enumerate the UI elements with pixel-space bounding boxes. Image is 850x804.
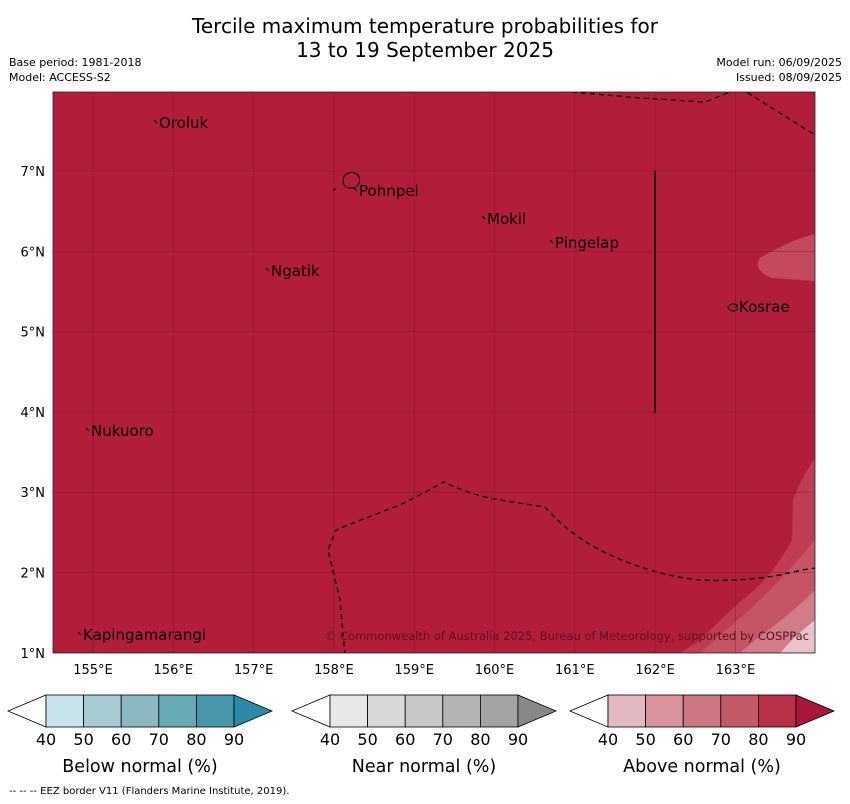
colorbar-tick-label: 80 (470, 730, 490, 749)
colorbar-tick-label: 90 (224, 730, 244, 749)
place-marker (353, 187, 358, 192)
lat-tick-label: 6°N (21, 245, 46, 260)
colorbar-tick-label: 90 (508, 730, 528, 749)
place-label: Kapingamarangi (83, 626, 206, 644)
colorbar-segment (442, 694, 481, 728)
place-label: Kosrae (739, 298, 790, 316)
colorbar-title: Near normal (%) (352, 757, 497, 777)
lon-tick-label: 160°E (475, 663, 515, 678)
colorbar-segment (83, 694, 122, 728)
colorbar-tick-label: 40 (36, 730, 56, 749)
contour-east-upper (757, 234, 815, 281)
lat-tick-label: 5°N (21, 326, 46, 341)
colorbar-extend-high (795, 694, 836, 728)
lat-tick-label: 4°N (21, 406, 46, 421)
colorbar-tick-label: 80 (186, 730, 206, 749)
lon-tick-label: 162°E (635, 663, 675, 678)
place-label: Pingelap (555, 234, 619, 252)
colorbar-segment (682, 694, 722, 728)
map-frame (52, 91, 816, 654)
map-title: Tercile maximum temperature probabilitie… (0, 14, 850, 62)
colorbar-tick-label: 60 (673, 730, 693, 749)
colorbar-extend-low (290, 694, 331, 728)
place-marker (85, 427, 90, 432)
colorbar: 40 50 60 70 80 90 Below normal (%) (6, 694, 274, 777)
colorbar-extend-low (568, 694, 609, 728)
colorbar-tick-label: 70 (149, 730, 169, 749)
colorbar-segment (45, 694, 84, 728)
colorbar: 40 50 60 70 80 90 Above normal (%) (568, 694, 836, 777)
islet-mark (332, 187, 337, 192)
colorbar-tick-label: 90 (786, 730, 806, 749)
colorbar-segment (367, 694, 406, 728)
colorbar-segment (195, 694, 235, 728)
place-marker (153, 119, 158, 124)
title-line-1: Tercile maximum temperature probabilitie… (192, 14, 658, 38)
colorbar-tick-label: 50 (357, 730, 377, 749)
lon-tick-label: 161°E (555, 663, 595, 678)
place-marker (77, 631, 82, 636)
colorbar: 40 50 60 70 80 90 Near normal (%) (290, 694, 558, 777)
colorbar-segment (720, 694, 759, 728)
lon-tick-label: 155°E (73, 663, 113, 678)
colorbar-segment (758, 694, 797, 728)
colorbar-segment (645, 694, 684, 728)
forecast-map: Oroluk Pohnpei Mokil Pingelap Ngatik Kosrae Nu… (6, 91, 836, 777)
place-label: Nukuoro (91, 422, 154, 440)
colorbar-tick-label: 50 (73, 730, 93, 749)
colorbar-extend-high (233, 694, 274, 728)
lon-tick-label: 159°E (394, 663, 434, 678)
colorbar-segment (479, 694, 519, 728)
pohnpei-island (342, 171, 361, 189)
lat-tick-label: 3°N (21, 486, 46, 501)
run-info: Model run: 06/09/2025 Issued: 08/09/2025 (716, 55, 842, 85)
colorbar-tick-label: 80 (748, 730, 768, 749)
lon-tick-label: 157°E (234, 663, 274, 678)
colorbar-title: Above normal (%) (623, 757, 781, 777)
contour-southeast-4 (780, 620, 815, 653)
model-name: Model: ACCESS-S2 (9, 71, 111, 84)
colorbar-tick-label: 60 (111, 730, 131, 749)
colorbar-segment (404, 694, 444, 728)
eez-border-north (571, 92, 815, 136)
colorbar-extend-low (6, 694, 47, 728)
colorbar-segment (120, 694, 160, 728)
lon-tick-label: 163°E (716, 663, 756, 678)
colorbar-tick-label: 40 (320, 730, 340, 749)
colorbar-title: Below normal (%) (62, 757, 217, 777)
place-marker (481, 215, 486, 220)
colorbar-extend-high (517, 694, 558, 728)
place-marker (733, 303, 738, 308)
place-label: Ngatik (271, 262, 320, 280)
kosrae-island (727, 303, 739, 312)
probability-field (53, 92, 815, 653)
title-line-2: 13 to 19 September 2025 (296, 38, 554, 62)
place-label: Oroluk (159, 114, 208, 132)
colorbar-tick-label: 50 (635, 730, 655, 749)
lon-tick-label: 158°E (314, 663, 354, 678)
colorbar-tick-label: 70 (711, 730, 731, 749)
lat-tick-label: 1°N (21, 647, 46, 662)
lon-tick-label: 156°E (154, 663, 194, 678)
place-label: Mokil (487, 210, 526, 228)
colorbar-tick-label: 70 (433, 730, 453, 749)
colorbar-segment (607, 694, 646, 728)
issued-date: Issued: 08/09/2025 (735, 71, 842, 84)
place-marker (549, 239, 554, 244)
model-info: Base period: 1981-2018 Model: ACCESS-S2 (9, 55, 141, 85)
base-period: Base period: 1981-2018 (9, 56, 142, 69)
place-marker (265, 267, 270, 272)
model-run: Model run: 06/09/2025 (716, 56, 842, 69)
lat-tick-label: 7°N (21, 165, 46, 180)
colorbar-tick-label: 60 (395, 730, 415, 749)
place-label: Pohnpei (359, 182, 419, 200)
colorbar-segment (158, 694, 197, 728)
eez-border-south (327, 481, 815, 653)
copyright-text: © Commonwealth of Australia 2025, Bureau… (325, 629, 809, 643)
lat-tick-label: 2°N (21, 567, 46, 582)
eez-footnote: -- -- -- EEZ border V11 (Flanders Marine… (9, 786, 290, 797)
colorbar-segment (329, 694, 368, 728)
colorbar-tick-label: 40 (598, 730, 618, 749)
